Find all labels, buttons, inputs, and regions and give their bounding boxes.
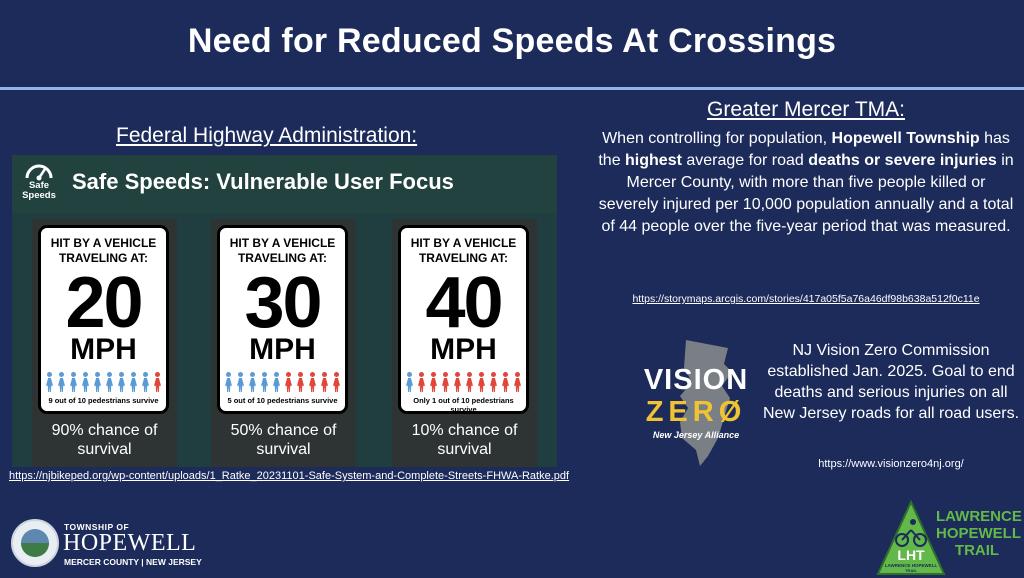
pedestrian-fatal-icon xyxy=(453,372,462,392)
sign-speed-value: 20 xyxy=(65,263,143,343)
sign-speed-unit: MPH xyxy=(430,333,497,366)
township-county: MERCER COUNTY | NEW JERSEY xyxy=(64,557,202,567)
speed-sign: HIT BY A VEHICLE TRAVELING AT: 40 MPH On… xyxy=(398,225,529,414)
vision-zero-description: NJ Vision Zero Commission established Ja… xyxy=(762,342,1020,422)
pedestrian-fatal-icon xyxy=(477,372,486,392)
survival-chance: 90% chance of survival xyxy=(51,422,158,458)
tma-paragraph: When controlling for population, Hopewel… xyxy=(596,128,1016,238)
slide-title: Need for Reduced Speeds At Crossings xyxy=(187,22,837,60)
pedestrian-survive-icon xyxy=(224,372,233,392)
tma-bold-text: deaths or severe injuries xyxy=(808,152,997,169)
survival-chance: 50% chance of survival xyxy=(230,422,337,458)
pedestrian-fatal-icon xyxy=(332,372,341,392)
pedestrian-survive-icon xyxy=(272,372,281,392)
pedestrian-survive-icon xyxy=(129,372,138,392)
vision-zero-link[interactable]: https://www.visionzero4nj.org/ xyxy=(818,458,964,470)
pedestrian-survive-icon xyxy=(405,372,414,392)
pedestrian-fatal-icon xyxy=(417,372,426,392)
pedestrian-fatal-icon xyxy=(513,372,522,392)
pedestrian-fatal-icon xyxy=(296,372,305,392)
pedestrian-fatal-icon xyxy=(308,372,317,392)
pedestrian-fatal-icon xyxy=(489,372,498,392)
sign-caption: 9 out of 10 pedestrians survive xyxy=(48,396,159,405)
pedestrian-fatal-icon xyxy=(501,372,510,392)
pedestrian-survive-icon xyxy=(57,372,66,392)
sign-heading: HIT BY A VEHICLE TRAVELING AT: xyxy=(50,236,157,265)
tma-text: When controlling for population, xyxy=(602,130,832,147)
safe-speeds-badge-label: Safe Speeds xyxy=(22,180,56,201)
tma-bold-text: highest xyxy=(625,152,682,169)
trail-name-line: TRAIL xyxy=(954,542,1000,559)
sign-caption: 5 out of 10 pedestrians survive xyxy=(227,396,338,405)
sign-heading: HIT BY A VEHICLE TRAVELING AT: xyxy=(410,236,517,265)
pedestrian-icons xyxy=(401,372,526,392)
pedestrian-survive-icon xyxy=(81,372,90,392)
speed-sign: HIT BY A VEHICLE TRAVELING AT: 30 MPH 5 … xyxy=(217,225,348,414)
vision-zero-word-zero: ZERØ xyxy=(645,396,747,428)
trail-badge-text: LHT xyxy=(897,547,925,563)
storymap-link[interactable]: https://storymaps.arcgis.com/stories/417… xyxy=(632,293,980,305)
pedestrian-survive-icon xyxy=(248,372,257,392)
trail-name-line: LAWRENCE xyxy=(936,508,1022,525)
sign-speed-unit: MPH xyxy=(249,333,316,366)
trail-badge-subtext-2: TRAIL xyxy=(905,568,917,573)
sign-heading: HIT BY A VEHICLE TRAVELING AT: xyxy=(229,236,336,265)
pedestrian-survive-icon xyxy=(105,372,114,392)
sign-20-mph: HIT BY A VEHICLE TRAVELING AT: 20 MPH 9 … xyxy=(32,219,177,467)
vision-zero-logo: VISION ZERØ New Jersey Alliance xyxy=(634,338,764,468)
pedestrian-fatal-icon xyxy=(429,372,438,392)
vision-zero-tagline: New Jersey Alliance xyxy=(652,430,740,440)
sign-30-mph: HIT BY A VEHICLE TRAVELING AT: 30 MPH 5 … xyxy=(211,219,356,467)
pedestrian-fatal-icon xyxy=(441,372,450,392)
speed-sign: HIT BY A VEHICLE TRAVELING AT: 20 MPH 9 … xyxy=(38,225,169,414)
safe-speeds-panel: Safe Speeds Safe Speeds: Vulnerable User… xyxy=(12,155,557,467)
new-jersey-map-icon xyxy=(680,340,732,466)
pedestrian-icons xyxy=(41,372,166,392)
title-divider xyxy=(0,87,1024,90)
sign-speed-value: 40 xyxy=(425,263,503,343)
township-of-label: TOWNSHIP OF xyxy=(64,522,130,532)
township-seal-icon xyxy=(11,519,59,567)
tma-text: average for road xyxy=(681,152,809,169)
trail-name: LAWRENCE HOPEWELL TRAIL xyxy=(936,508,1022,559)
sign-speed-unit: MPH xyxy=(70,333,137,366)
speedometer-icon: Safe Speeds xyxy=(18,159,60,201)
panel-header-band xyxy=(12,155,557,213)
sign-speed-value: 30 xyxy=(244,263,322,343)
tma-heading: Greater Mercer TMA: xyxy=(707,98,905,121)
township-name: HOPEWELL xyxy=(63,530,197,556)
trail-triangle-icon: LHT LAWRENCE HOPEWELL TRAIL xyxy=(876,500,946,575)
vision-zero-word-vision: VISION xyxy=(643,364,749,396)
pedestrian-fatal-icon xyxy=(284,372,293,392)
tma-text: in Mercer County, with more than five pe… xyxy=(598,152,1014,235)
survival-chance: 10% chance of survival xyxy=(411,422,518,458)
pedestrian-survive-icon xyxy=(260,372,269,392)
sign-40-mph: HIT BY A VEHICLE TRAVELING AT: 40 MPH On… xyxy=(392,219,537,467)
pedestrian-survive-icon xyxy=(93,372,102,392)
pedestrian-fatal-icon xyxy=(465,372,474,392)
trail-badge-subtext: LAWRENCE HOPEWELL xyxy=(885,563,938,568)
fhwa-source-link[interactable]: https://njbikeped.org/wp-content/uploads… xyxy=(9,470,570,482)
tma-text: has the xyxy=(598,130,1010,169)
pedestrian-survive-icon xyxy=(236,372,245,392)
fhwa-heading: Federal Highway Administration: xyxy=(116,124,418,147)
pedestrian-survive-icon xyxy=(69,372,78,392)
trail-name-line: HOPEWELL xyxy=(936,525,1021,542)
pedestrian-survive-icon xyxy=(45,372,54,392)
pedestrian-fatal-icon xyxy=(320,372,329,392)
pedestrian-survive-icon xyxy=(141,372,150,392)
pedestrian-icons xyxy=(220,372,345,392)
panel-title: Safe Speeds: Vulnerable User Focus xyxy=(72,169,454,194)
pedestrian-survive-icon xyxy=(117,372,126,392)
sign-caption: Only 1 out of 10 pedestrians survive xyxy=(413,396,514,414)
lawrence-hopewell-trail-logo: LHT LAWRENCE HOPEWELL TRAIL LAWRENCE HOP… xyxy=(876,500,1022,576)
tma-bold-text: Hopewell Township xyxy=(831,130,980,147)
pedestrian-fatal-icon xyxy=(153,372,162,392)
